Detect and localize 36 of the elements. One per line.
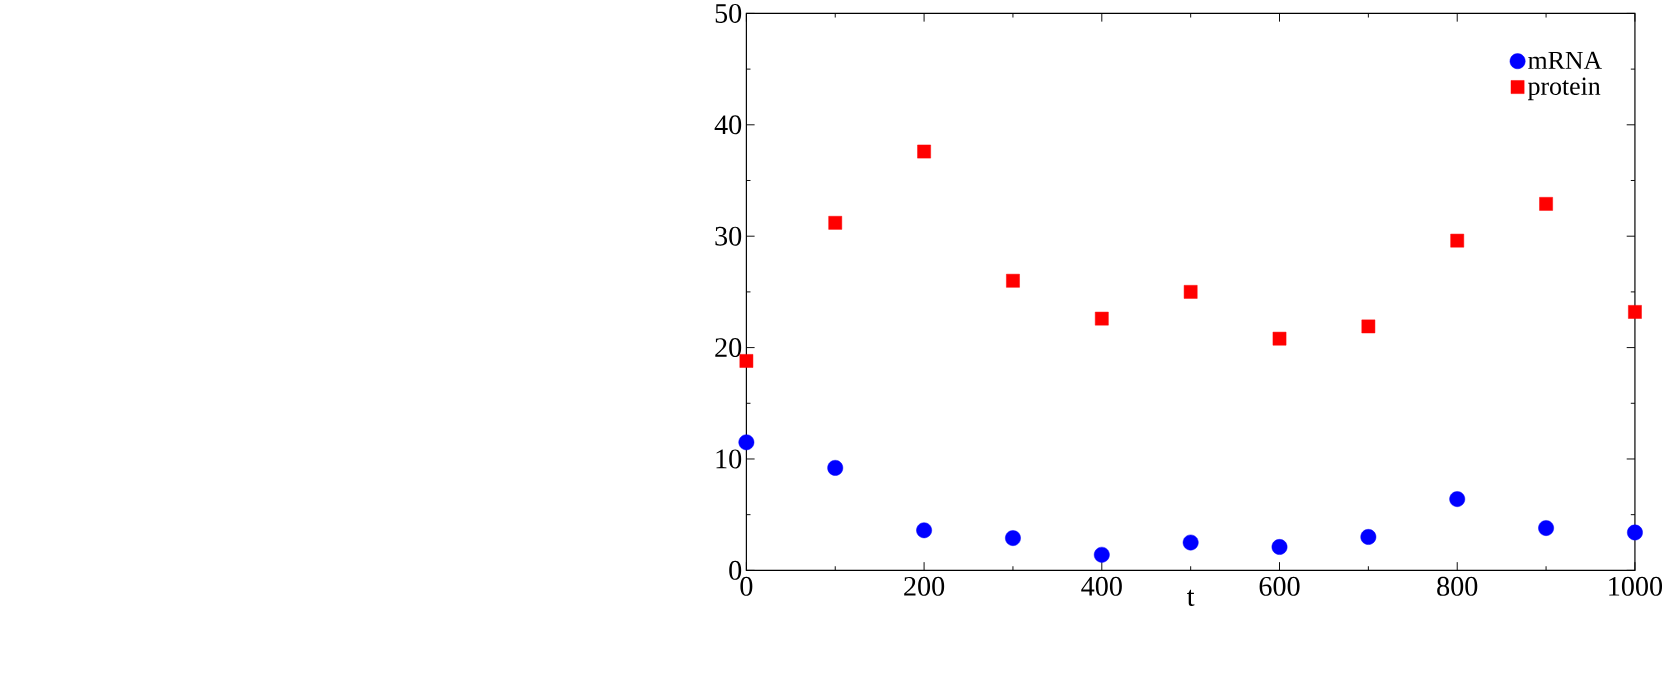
point (1272, 331, 1287, 346)
point (1539, 197, 1553, 211)
y-tick-label: 10 (716, 449, 742, 469)
x-tick-label: 800 (1437, 576, 1478, 596)
point (1094, 311, 1109, 326)
x-tick-label: 200 (904, 576, 945, 596)
x-axis-title: t (1187, 589, 1195, 606)
point (1627, 524, 1643, 541)
point (827, 460, 844, 476)
y-tick-label: 20 (715, 338, 742, 358)
point (917, 144, 931, 159)
legend-label: protein (1527, 77, 1601, 101)
point (1538, 520, 1554, 536)
point (1361, 319, 1376, 334)
legend-label: mRNA (1528, 51, 1602, 69)
point (1271, 539, 1288, 555)
point (916, 522, 932, 539)
y-tick-label: 0 (729, 560, 742, 580)
x-tick-label: 1000 (1609, 576, 1663, 596)
point (1005, 530, 1021, 546)
x-tick-label: 400 (1081, 576, 1122, 596)
point (1360, 529, 1377, 545)
point (738, 434, 755, 451)
point (1182, 534, 1199, 551)
point (1450, 233, 1465, 248)
point (828, 216, 843, 230)
y-tick-label: 30 (715, 226, 742, 246)
y-tick-label: 40 (714, 115, 742, 135)
point (739, 354, 754, 368)
point (1449, 491, 1466, 507)
point (1093, 546, 1110, 563)
x-tick-label: 600 (1259, 576, 1300, 596)
point (1006, 273, 1020, 288)
point (1183, 285, 1198, 299)
point (1628, 305, 1642, 319)
y-tick-label: 50 (715, 3, 742, 23)
